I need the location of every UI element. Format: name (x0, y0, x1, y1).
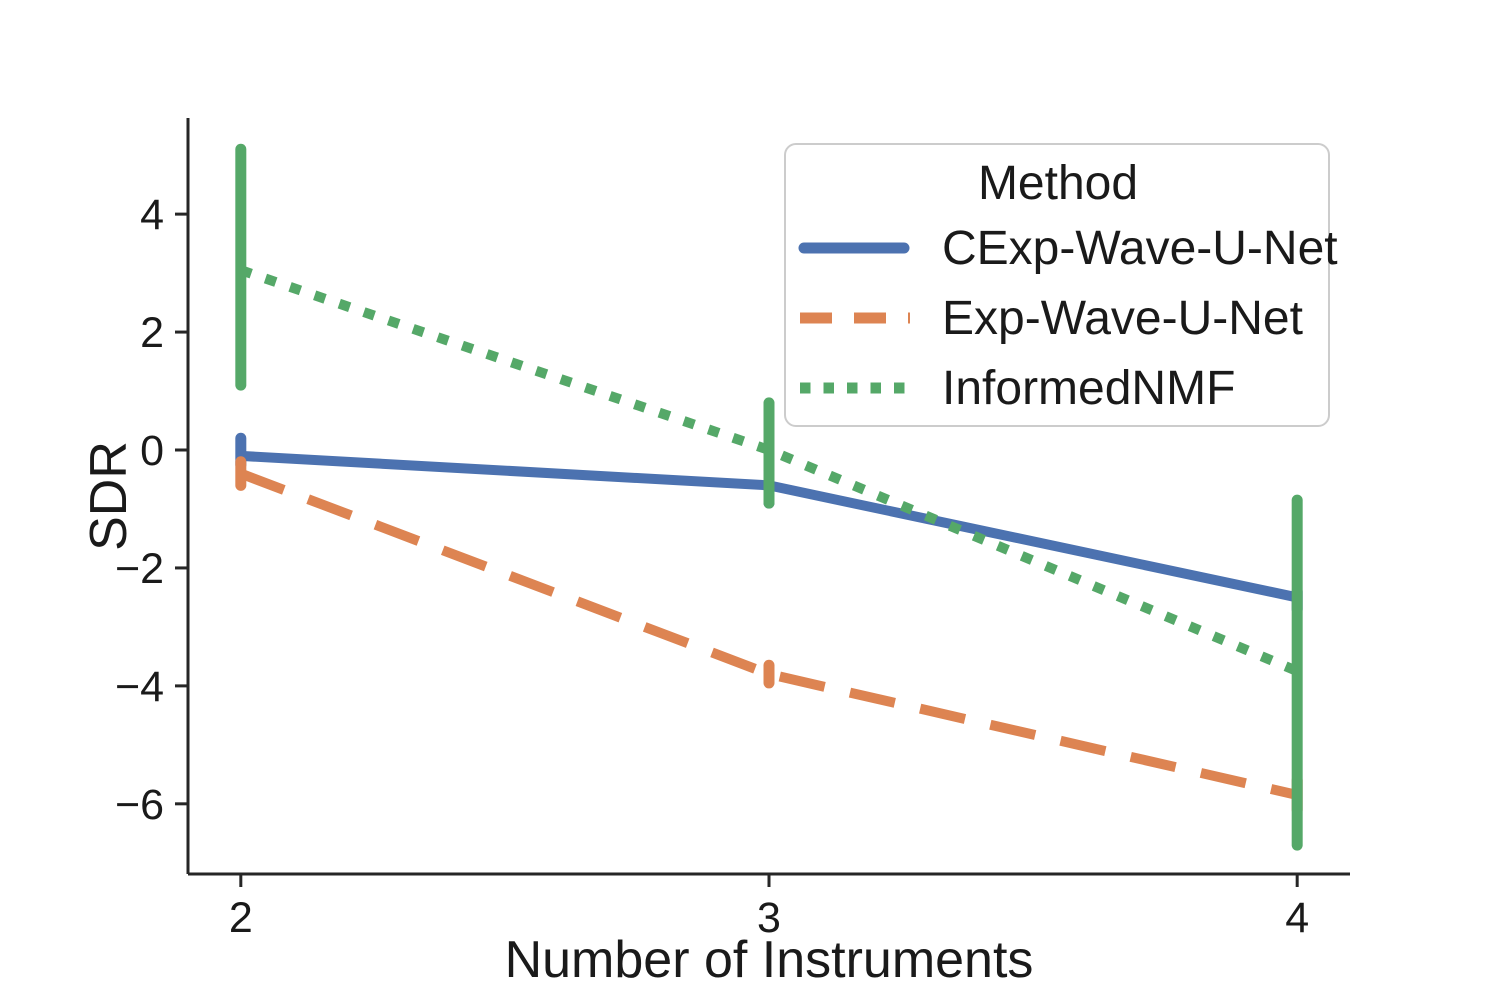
y-axis-title: SDR (80, 441, 138, 551)
legend-item-exp-wave-u-net: Exp-Wave-U-Net (798, 283, 1318, 353)
solid-line-sample-icon (798, 242, 910, 254)
legend-item-informednmf: InformedNMF (798, 353, 1318, 423)
dashed-line-sample-icon (800, 312, 910, 324)
y-tick-label: 0 (140, 427, 164, 475)
x-axis-title: Number of Instruments (505, 931, 1034, 989)
legend-item-cexp-wave-u-net: CExp-Wave-U-Net (798, 213, 1338, 283)
y-tick-label: −2 (115, 545, 164, 593)
legend-title: Method (977, 157, 1139, 210)
x-tick-label: 2 (229, 894, 253, 942)
x-tick-label: 3 (757, 894, 781, 942)
y-tick-label: −6 (115, 781, 164, 829)
y-tick-label: 4 (140, 191, 164, 239)
y-tick-label: 2 (140, 309, 164, 357)
legend-label: CExp-Wave-U-Net (942, 221, 1338, 275)
y-tick-label: −4 (115, 663, 164, 711)
series-line-1 (239, 468, 1299, 800)
plot-area: 4 2 0 −2 −4 −6 2 3 4 Number of Instruments SDR (80, 118, 1350, 989)
legend-label: InformedNMF (942, 361, 1236, 415)
legend-label: Exp-Wave-U-Net (942, 291, 1303, 345)
legend: Method CExp-Wave-U-Net Exp-Wave-U-Net In… (784, 143, 1338, 427)
dotted-line-sample-icon (800, 382, 910, 394)
x-tick-label: 4 (1285, 894, 1309, 942)
series-line-2 (239, 265, 1300, 676)
